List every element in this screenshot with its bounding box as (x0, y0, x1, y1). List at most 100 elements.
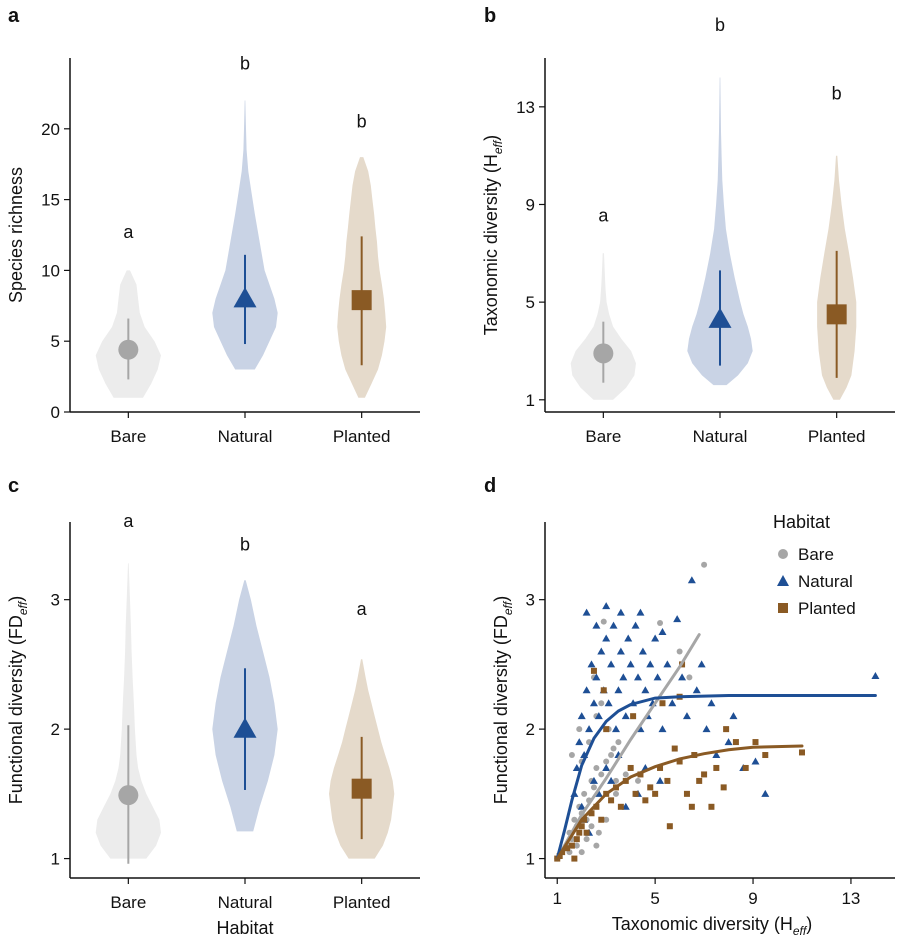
significance-letter: b (832, 84, 842, 104)
y-axis-title-end: ) (491, 596, 511, 602)
point-natural (594, 712, 603, 720)
point-natural (658, 725, 667, 733)
point-natural (668, 699, 677, 707)
x-tick-label: Bare (110, 893, 146, 912)
point-natural (673, 615, 682, 623)
x-axis-title-main: Taxonomic diversity (H (612, 914, 793, 934)
point-natural (589, 776, 598, 784)
point-bare (598, 700, 605, 707)
point-natural (619, 673, 628, 681)
mean-marker-natural (708, 307, 732, 328)
point-planted (762, 752, 769, 759)
mean-marker-bare (118, 339, 139, 360)
point-natural (707, 699, 716, 707)
y-tick-label: 1 (51, 850, 60, 869)
point-natural (594, 789, 603, 797)
point-planted (657, 764, 664, 771)
significance-letter: a (357, 599, 368, 619)
point-bare (603, 816, 610, 823)
point-natural (663, 660, 672, 668)
mean-marker-bare (118, 785, 139, 806)
point-planted (630, 713, 637, 720)
point-planted (708, 803, 715, 810)
legend-label-bare: Bare (798, 545, 834, 564)
point-natural (678, 673, 687, 681)
y-tick-label: 1 (526, 391, 535, 410)
point-bare (598, 771, 605, 778)
mean-marker-planted (351, 290, 372, 311)
significance-letter: a (123, 511, 134, 531)
point-planted (742, 764, 749, 771)
point-natural (577, 802, 586, 810)
point-bare (622, 771, 629, 778)
point-natural (712, 751, 721, 759)
point-natural (871, 672, 880, 680)
point-planted (578, 823, 585, 830)
point-natural (604, 699, 613, 707)
point-planted (752, 739, 759, 746)
point-natural (592, 621, 601, 629)
point-natural (614, 686, 623, 694)
legend: Habitat Bare Natural Planted (773, 512, 856, 618)
point-natural (582, 608, 591, 616)
y-axis-title-main: Taxonomic diversity (H (481, 154, 501, 335)
x-tick-label: Bare (110, 427, 146, 446)
point-bare (676, 648, 683, 655)
point-planted (617, 803, 624, 810)
point-bare (593, 764, 600, 771)
point-natural (611, 725, 620, 733)
point-bare (635, 777, 642, 784)
point-planted (713, 764, 720, 771)
significance-letter: a (598, 206, 609, 226)
point-natural (602, 602, 611, 610)
fit-line-natural (555, 694, 877, 861)
point-natural (589, 699, 598, 707)
y-tick-label: 2 (526, 720, 535, 739)
point-planted (590, 667, 597, 674)
point-planted (568, 842, 575, 849)
legend-label-natural: Natural (798, 572, 853, 591)
point-natural (638, 647, 647, 655)
point-bare (612, 777, 619, 784)
point-planted (688, 803, 695, 810)
point-bare (686, 674, 693, 681)
mean-marker-planted (351, 778, 372, 799)
y-tick-label: 9 (526, 195, 535, 214)
point-natural (751, 757, 760, 765)
point-natural (616, 647, 625, 655)
point-planted (696, 777, 703, 784)
point-planted (564, 845, 571, 852)
panel-letter-c: c (8, 475, 19, 497)
point-natural (572, 763, 581, 771)
y-tick-label: 10 (41, 261, 60, 280)
significance-letter: a (123, 222, 134, 242)
point-planted (581, 816, 588, 823)
x-tick-label: Planted (333, 427, 391, 446)
point-natural (602, 634, 611, 642)
point-natural (761, 789, 770, 797)
mean-marker-bare (593, 343, 614, 364)
significance-letter: b (715, 15, 725, 35)
y-axis-title-end: ) (481, 135, 501, 141)
point-natural (602, 763, 611, 771)
y-tick-label: 3 (51, 591, 60, 610)
legend-label-planted: Planted (798, 599, 856, 618)
point-natural (724, 738, 733, 746)
mean-marker-planted (826, 304, 847, 325)
point-bare (583, 836, 590, 843)
point-planted (608, 797, 615, 804)
point-bare (610, 745, 617, 752)
panel-letter-b: b (484, 5, 496, 27)
y-axis-title-sub: eff (501, 600, 515, 615)
point-planted (798, 749, 805, 756)
point-bare (600, 618, 607, 625)
point-planted (659, 700, 666, 707)
point-natural (607, 776, 616, 784)
point-planted (603, 726, 610, 733)
point-bare (612, 790, 619, 797)
y-tick-label: 5 (51, 332, 60, 351)
point-bare (595, 829, 602, 836)
point-natural (631, 621, 640, 629)
point-planted (666, 823, 673, 830)
violin-natural (687, 77, 753, 386)
